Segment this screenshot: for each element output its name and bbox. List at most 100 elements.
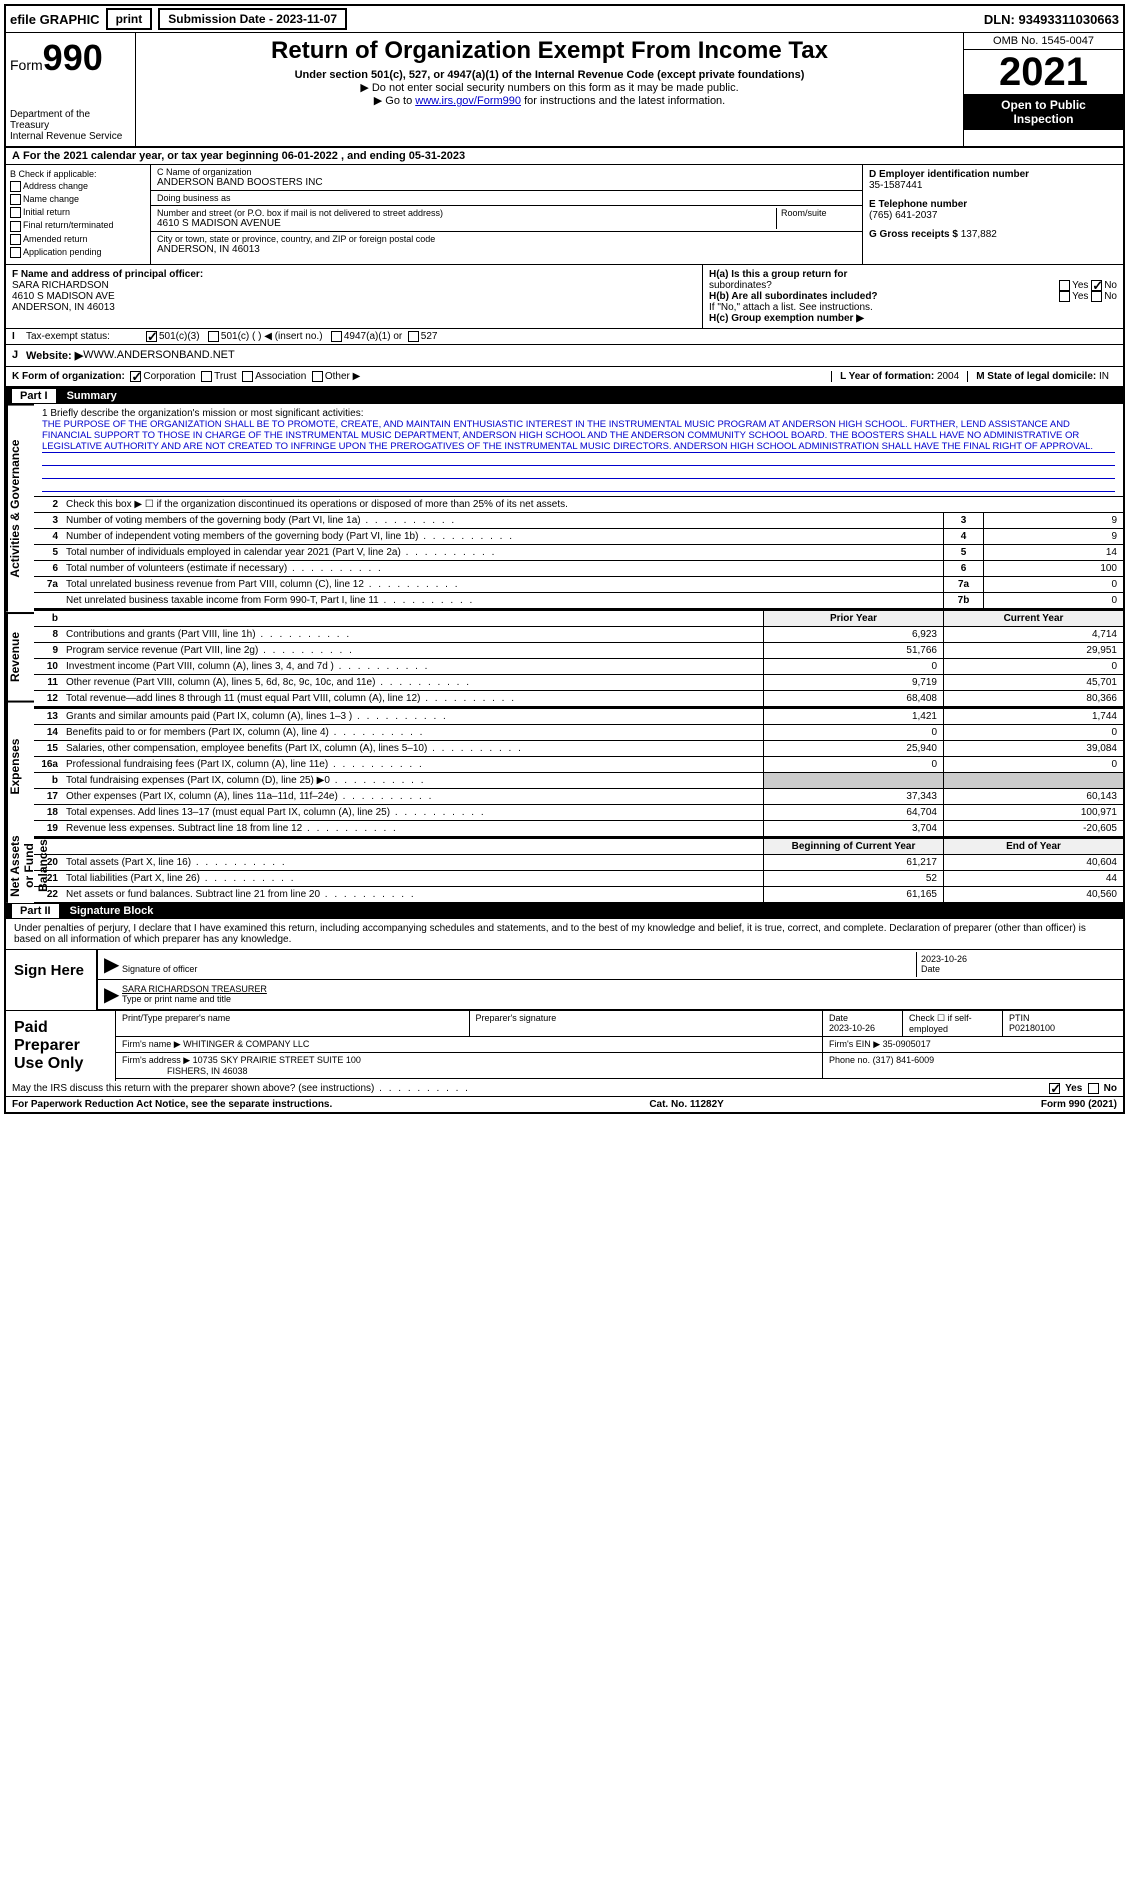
period-end: 05-31-2023 [409, 150, 465, 162]
prep-date-label: Date [829, 1013, 848, 1023]
room-label: Room/suite [781, 208, 856, 218]
dba-label: Doing business as [157, 193, 856, 203]
chk-trust[interactable] [201, 371, 212, 382]
section-a: A [12, 150, 20, 162]
date-label: Date [921, 964, 940, 974]
ha-yes[interactable] [1059, 280, 1070, 291]
hb-label: H(b) Are all subordinates included? [709, 291, 878, 302]
period-row: A For the 2021 calendar year, or tax yea… [6, 148, 1123, 165]
footer-row: For Paperwork Reduction Act Notice, see … [6, 1097, 1123, 1112]
form-title: Return of Organization Exempt From Incom… [144, 37, 955, 65]
hc-label: H(c) Group exemption number ▶ [709, 313, 864, 324]
paid-preparer-label: Paid Preparer Use Only [6, 1011, 116, 1081]
prior-year-hdr: Prior Year [763, 611, 943, 626]
hb-yes[interactable] [1059, 291, 1070, 302]
officer-typed-name: SARA RICHARDSON TREASURER [122, 984, 267, 994]
irs-link[interactable]: www.irs.gov/Form990 [415, 95, 521, 107]
exp-row: 13Grants and similar amounts paid (Part … [34, 709, 1123, 725]
discuss-no[interactable] [1088, 1083, 1099, 1094]
paid-preparer-block: Paid Preparer Use Only Print/Type prepar… [6, 1010, 1123, 1081]
cat-no: Cat. No. 11282Y [649, 1099, 723, 1110]
exp-row: 19Revenue less expenses. Subtract line 1… [34, 821, 1123, 837]
section-b-label: B Check if applicable: [10, 169, 146, 179]
officer-name: SARA RICHARDSON [12, 280, 109, 291]
website-label: Website: ▶ [26, 349, 83, 362]
chk-corp[interactable] [130, 371, 141, 382]
j-label: J [12, 349, 26, 362]
discuss-yes[interactable] [1049, 1083, 1060, 1094]
checkbox-pending[interactable] [10, 247, 21, 258]
tax-year: 2021 [964, 50, 1123, 94]
line2-text: Check this box ▶ ☐ if the organization d… [62, 497, 1123, 512]
part1-body: Activities & Governance Revenue Expenses… [6, 404, 1123, 903]
form-header: Form990 Department of the Treasury Inter… [6, 33, 1123, 148]
m-value: IN [1099, 371, 1109, 382]
sig-intro: Under penalties of perjury, I declare th… [6, 919, 1123, 950]
gross-label: G Gross receipts $ [869, 229, 958, 240]
checkbox-address[interactable] [10, 181, 21, 192]
chk-501c[interactable] [208, 331, 219, 342]
vert-revenue: Revenue [6, 612, 34, 701]
prep-date: 2023-10-26 [829, 1023, 875, 1033]
officer-addr1: 4610 S MADISON AVE [12, 291, 115, 302]
current-year-hdr: Current Year [943, 611, 1123, 626]
chk-527[interactable] [408, 331, 419, 342]
subtitle-3b: for instructions and the latest informat… [521, 95, 725, 107]
section-k-l-m: K Form of organization: Corporation Trus… [6, 367, 1123, 388]
gov-row: 7aTotal unrelated business revenue from … [34, 577, 1123, 593]
ha-label: H(a) Is this a group return for [709, 269, 847, 280]
submission-date: Submission Date - 2023-11-07 [158, 8, 347, 30]
checkbox-name[interactable] [10, 194, 21, 205]
firm-name: WHITINGER & COMPANY LLC [183, 1039, 309, 1049]
part1-label: Part I [12, 389, 56, 403]
city-label: City or town, state or province, country… [157, 234, 856, 244]
begin-year-hdr: Beginning of Current Year [763, 839, 943, 854]
mission-text: THE PURPOSE OF THE ORGANIZATION SHALL BE… [42, 419, 1115, 453]
k-label: K Form of organization: [12, 371, 125, 382]
addr-label: Number and street (or P.O. box if mail i… [157, 208, 776, 218]
top-bar: efile GRAPHIC print Submission Date - 20… [6, 6, 1123, 33]
l-value: 2004 [937, 371, 959, 382]
part2-header: Part II Signature Block [6, 903, 1123, 919]
part1-title: Summary [67, 390, 117, 402]
firm-name-label: Firm's name ▶ [122, 1039, 181, 1049]
checkbox-final[interactable] [10, 221, 21, 232]
gov-row: 6Total number of volunteers (estimate if… [34, 561, 1123, 577]
subtitle-3a: ▶ Go to [374, 95, 415, 107]
exp-row: 18Total expenses. Add lines 13–17 (must … [34, 805, 1123, 821]
discuss-text: May the IRS discuss this return with the… [12, 1083, 470, 1094]
hb-no[interactable] [1091, 291, 1102, 302]
firm-phone: (317) 841-6009 [873, 1055, 935, 1065]
subtitle-1: Under section 501(c), 527, or 4947(a)(1)… [144, 69, 955, 81]
ha-sub: subordinates? [709, 280, 772, 291]
rev-row: 9Program service revenue (Part VIII, lin… [34, 643, 1123, 659]
vert-expenses: Expenses [6, 701, 34, 830]
checkbox-initial[interactable] [10, 207, 21, 218]
rev-row: 10Investment income (Part VIII, column (… [34, 659, 1123, 675]
chk-assoc[interactable] [242, 371, 253, 382]
chk-501c3[interactable] [146, 331, 157, 342]
firm-phone-label: Phone no. [829, 1055, 870, 1065]
chk-4947[interactable] [331, 331, 342, 342]
section-f: F Name and address of principal officer:… [6, 265, 703, 328]
chk-other[interactable] [312, 371, 323, 382]
sig-date: 2023-10-26 [921, 954, 967, 964]
checkbox-amended[interactable] [10, 234, 21, 245]
sig-officer-label: Signature of officer [122, 964, 197, 974]
print-button[interactable]: print [106, 8, 153, 30]
part2-title: Signature Block [70, 905, 154, 917]
exp-row: bTotal fundraising expenses (Part IX, co… [34, 773, 1123, 789]
ein-value: 35-1587441 [869, 180, 1117, 191]
form-990-page: efile GRAPHIC print Submission Date - 20… [4, 4, 1125, 1114]
section-c: C Name of organizationANDERSON BAND BOOS… [151, 165, 863, 264]
ptin-label: PTIN [1009, 1013, 1030, 1023]
type-name-label: Type or print name and title [122, 994, 231, 1004]
section-j: J Website: ▶ WWW.ANDERSONBAND.NET [6, 345, 1123, 367]
vert-governance: Activities & Governance [6, 404, 34, 612]
gov-row: 5Total number of individuals employed in… [34, 545, 1123, 561]
period-begin: 06-01-2022 [282, 150, 338, 162]
ha-no[interactable] [1091, 280, 1102, 291]
arrow-icon: ▶ [104, 952, 118, 977]
mission-block: 1 Briefly describe the organization's mi… [34, 404, 1123, 497]
vert-netassets: Net Assets or Fund Balances [6, 829, 34, 903]
